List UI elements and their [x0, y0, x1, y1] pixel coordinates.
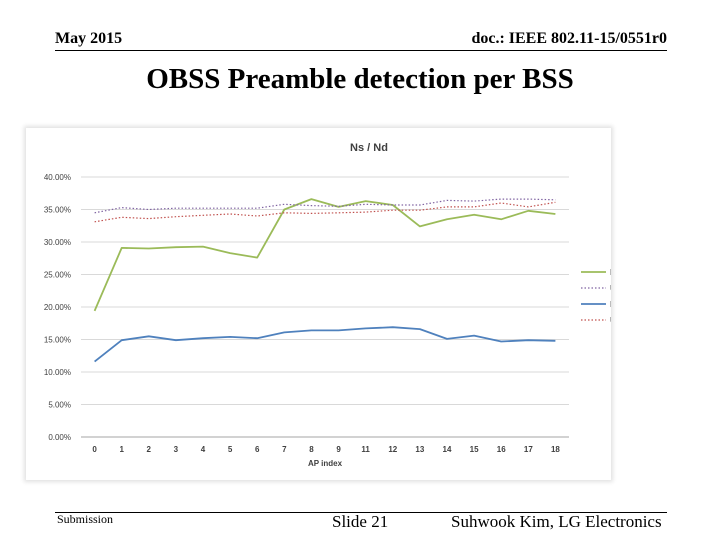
slide-title: OBSS Preamble detection per BSS [146, 63, 574, 95]
x-tick-label: 11 [361, 445, 370, 454]
x-tick-label: 4 [201, 445, 206, 454]
series-line-3 [94, 326, 556, 363]
y-tick-label: 0.00% [48, 433, 71, 442]
x-tick-label: 13 [415, 445, 424, 454]
footer-submission: Submission [57, 512, 114, 526]
x-tick-label: 6 [255, 445, 260, 454]
header-date: May 2015 [55, 30, 123, 47]
y-tick-label: 35.00% [44, 206, 71, 215]
header-rule [55, 50, 667, 51]
x-tick-label: 18 [551, 445, 560, 454]
y-tick-label: 25.00% [44, 271, 71, 280]
x-tick-label: 7 [282, 445, 287, 454]
x-tick-label: 14 [443, 445, 452, 454]
x-tick-label: 0 [92, 445, 97, 454]
x-axis-label: AP index [308, 459, 343, 468]
legend-label-3: DL Data in DL&UL [610, 300, 611, 309]
x-tick-label: 8 [309, 445, 314, 454]
series-line-4 [94, 201, 556, 223]
footer-author: Suhwook Kim, LG Electronics [451, 512, 662, 531]
x-tick-label: 15 [470, 445, 479, 454]
series-line-2 [94, 198, 556, 214]
y-tick-label: 15.00% [44, 336, 71, 345]
y-tick-label: 40.00% [44, 173, 71, 182]
y-tick-label: 30.00% [44, 238, 71, 247]
chart-title: Ns / Nd [350, 142, 388, 154]
chart-frame: Ns / Nd 0.00% 5.00% 10.00% 15.00% 20.00% 25.00… [26, 128, 611, 480]
legend-label-2: UL Data in UL only [610, 284, 611, 293]
x-tick-label: 9 [336, 445, 341, 454]
footer-rule [55, 512, 667, 513]
header-doc-id: doc.: IEEE 802.11-15/0551r0 [471, 30, 667, 47]
y-tick-label: 20.00% [44, 303, 71, 312]
y-tick-label: 10.00% [44, 368, 71, 377]
x-tick-label: 2 [147, 445, 152, 454]
series-line-1 [93, 198, 556, 312]
x-tick-label: 12 [388, 445, 397, 454]
y-tick-label: 5.00% [48, 401, 71, 410]
legend-label-4: UL Data in DL&UL [610, 316, 611, 325]
x-tick-label: 3 [174, 445, 179, 454]
footer-slide-number: Slide 21 [332, 512, 389, 531]
x-tick-label: 1 [119, 445, 124, 454]
x-tick-label: 16 [497, 445, 506, 454]
legend-label-1: DL Data in DL only [610, 268, 611, 277]
line-chart: Ns / Nd 0.00% 5.00% 10.00% 15.00% 20.00% 25.00… [44, 142, 611, 468]
x-tick-label: 17 [524, 445, 533, 454]
x-tick-label: 5 [228, 445, 233, 454]
